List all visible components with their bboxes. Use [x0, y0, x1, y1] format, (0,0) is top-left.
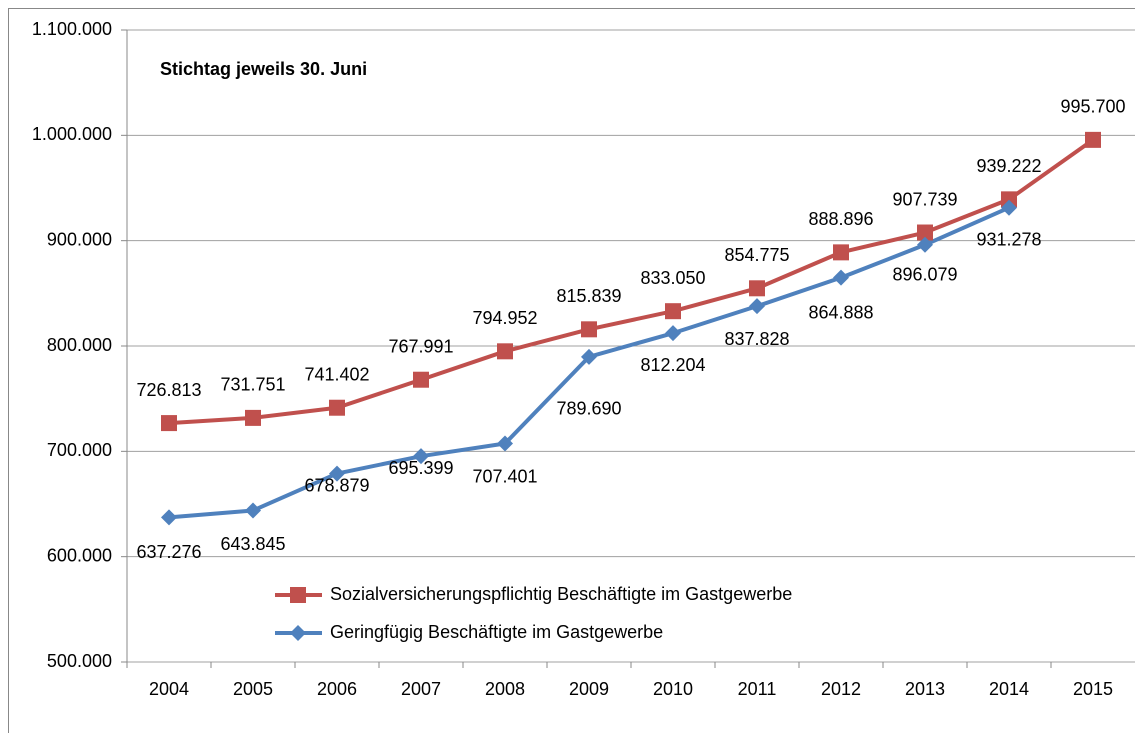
marker — [581, 348, 597, 365]
data-label: 731.751 — [220, 375, 285, 395]
data-label: 939.222 — [976, 156, 1041, 176]
data-label: 907.739 — [892, 189, 957, 209]
data-label: 812.204 — [640, 355, 705, 375]
x-tick-label: 2004 — [149, 679, 189, 699]
marker — [290, 587, 306, 603]
marker — [497, 343, 513, 360]
y-tick-label: 1.100.000 — [32, 19, 112, 39]
marker — [833, 244, 849, 261]
marker — [290, 625, 306, 641]
marker — [917, 236, 933, 253]
x-tick-label: 2009 — [569, 679, 609, 699]
series-line — [168, 138, 1095, 426]
data-label: 643.845 — [220, 534, 285, 554]
marker — [1085, 131, 1101, 148]
data-label: 794.952 — [472, 308, 537, 328]
marker — [413, 371, 429, 388]
marker — [245, 502, 261, 519]
data-label: 896.079 — [892, 265, 957, 285]
data-label: 854.775 — [724, 245, 789, 265]
y-tick-label: 900.000 — [47, 229, 112, 249]
y-tick-label: 600.000 — [47, 545, 112, 565]
x-tick-label: 2008 — [485, 679, 525, 699]
data-label: 888.896 — [808, 209, 873, 229]
data-label: 767.991 — [388, 336, 453, 356]
data-label: 931.278 — [976, 229, 1041, 249]
marker — [413, 448, 429, 465]
x-tick-label: 2012 — [821, 679, 861, 699]
x-tick-label: 2011 — [738, 679, 777, 699]
legend-label: Geringfügig Beschäftigte im Gastgewerbe — [330, 622, 663, 642]
marker — [1001, 191, 1017, 208]
chart-title: Stichtag jeweils 30. Juni — [160, 59, 367, 79]
marker — [161, 509, 177, 526]
data-label: 726.813 — [136, 380, 201, 400]
marker — [665, 325, 681, 342]
marker — [749, 280, 765, 297]
data-label: 864.888 — [808, 302, 873, 322]
x-tick-label: 2005 — [233, 679, 273, 699]
data-label: 789.690 — [556, 399, 621, 419]
data-label: 637.276 — [136, 542, 201, 562]
y-tick-label: 800.000 — [47, 335, 112, 355]
marker — [329, 399, 345, 416]
data-label: 741.402 — [304, 364, 369, 384]
marker — [665, 303, 681, 320]
data-label: 833.050 — [640, 268, 705, 288]
y-tick-label: 1.000.000 — [32, 124, 112, 144]
marker — [245, 409, 261, 426]
marker — [497, 435, 513, 452]
data-label: 678.879 — [304, 475, 369, 495]
marker — [329, 465, 345, 482]
marker — [1001, 199, 1017, 216]
data-label: 995.700 — [1060, 97, 1125, 117]
x-tick-label: 2015 — [1073, 679, 1113, 699]
x-tick-label: 2014 — [989, 679, 1029, 699]
frame — [8, 8, 1135, 733]
marker — [917, 224, 933, 241]
y-tick-label: 700.000 — [47, 440, 112, 460]
y-tick-label: 500.000 — [47, 651, 112, 671]
marker — [161, 415, 177, 432]
marker — [581, 321, 597, 338]
data-label: 707.401 — [472, 466, 537, 486]
legend-label: Sozialversicherungspflichtig Beschäftigt… — [330, 584, 792, 604]
x-tick-label: 2006 — [317, 679, 357, 699]
data-label: 837.828 — [724, 329, 789, 349]
x-tick-label: 2013 — [905, 679, 945, 699]
data-label: 815.839 — [556, 286, 621, 306]
x-tick-label: 2007 — [401, 679, 441, 699]
data-label: 695.399 — [388, 458, 453, 478]
marker — [833, 269, 849, 286]
x-tick-label: 2010 — [653, 679, 693, 699]
marker — [749, 298, 765, 315]
